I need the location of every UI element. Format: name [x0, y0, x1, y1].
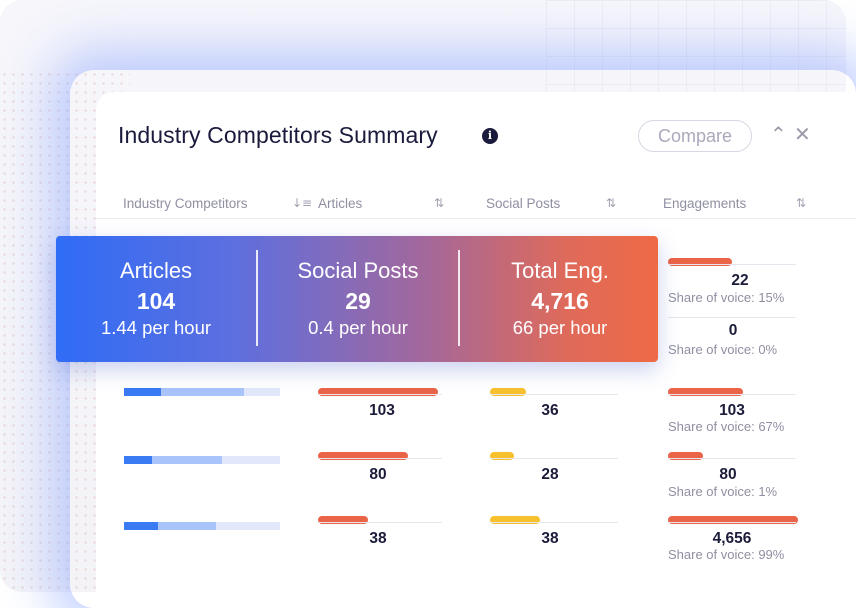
articles-value: 38: [369, 530, 387, 547]
bar-baseline: [668, 394, 796, 395]
social-posts-bar: [490, 516, 540, 524]
share-of-voice: Share of voice: 0%: [668, 342, 778, 357]
summary-divider: [458, 250, 460, 346]
engagements-bar: [668, 388, 743, 396]
competitor-bar-fill-dark: [124, 522, 158, 530]
summary-social-posts-label: Social Posts: [297, 258, 419, 283]
share-of-voice: Share of voice: 15%: [668, 290, 785, 305]
info-icon[interactable]: i: [482, 128, 498, 144]
articles-bar: [318, 452, 408, 460]
summary-banner: Articles 104 1.44 per hour Social Posts …: [56, 236, 658, 362]
bar-baseline: [668, 458, 796, 459]
bar-baseline: [490, 522, 618, 523]
articles-value: 103: [369, 402, 395, 419]
summary-social-posts-rate: 0.4 per hour: [308, 317, 408, 338]
competitor-bar: [124, 522, 280, 530]
summary-social-posts: Social Posts 29 0.4 per hour: [258, 236, 458, 362]
articles-value: 80: [369, 466, 387, 483]
summary-articles-label: Articles: [119, 258, 193, 283]
compare-button[interactable]: Compare: [638, 120, 752, 152]
summary-articles-rate: 1.44 per hour: [100, 317, 212, 338]
competitor-bar-fill-dark: [124, 388, 161, 396]
column-header-articles[interactable]: Articles: [318, 196, 363, 211]
bar-baseline: [318, 522, 442, 523]
sort-icon[interactable]: ⇅: [606, 196, 617, 210]
close-icon[interactable]: ✕: [794, 122, 811, 146]
competitor-bar-fill-light: [124, 456, 222, 464]
sort-icon[interactable]: ⇅: [434, 196, 445, 210]
bar-baseline: [490, 394, 618, 395]
articles-bar: [318, 516, 368, 524]
sort-icon[interactable]: ⇅: [796, 196, 807, 210]
social-posts-value: 28: [541, 466, 559, 483]
summary-articles-value: 104: [136, 288, 176, 314]
competitor-bar-fill-light: [124, 522, 216, 530]
column-header-social-posts[interactable]: Social Posts: [486, 196, 561, 211]
summary-total-eng-label: Total Eng.: [511, 258, 609, 283]
summary-total-eng: Total Eng. 4,716 66 per hour: [460, 236, 660, 362]
engagements-value: 4,656: [712, 530, 752, 547]
engagements-value: 22: [731, 272, 749, 289]
engagements-value: 103: [719, 402, 745, 419]
header-divider: [96, 218, 856, 219]
social-posts-value: 38: [541, 530, 559, 547]
competitor-bar: [124, 388, 280, 396]
competitor-bar-fill-dark: [124, 456, 152, 464]
row-divider: [668, 317, 796, 318]
share-of-voice: Share of voice: 99%: [668, 547, 785, 562]
competitors-summary-card: Industry Competitors Summary i Compare ⌃…: [96, 92, 856, 608]
bar-baseline: [668, 522, 796, 523]
social-posts-value: 36: [541, 402, 559, 419]
summary-social-posts-value: 29: [345, 288, 371, 314]
summary-total-eng-rate: 66 per hour: [512, 317, 608, 338]
competitor-bar-fill-light: [124, 388, 244, 396]
summary-articles: Articles 104 1.44 per hour: [56, 236, 256, 362]
card-title: Industry Competitors Summary: [118, 122, 438, 148]
bar-baseline: [490, 458, 618, 459]
engagements-value: 0: [728, 322, 738, 339]
column-header-competitors[interactable]: Industry Competitors: [123, 196, 248, 211]
engagements-bar: [668, 452, 703, 460]
social-posts-bar: [490, 388, 526, 396]
bar-baseline: [318, 458, 442, 459]
sort-descending-icon[interactable]: ↓≡: [292, 196, 313, 210]
share-of-voice: Share of voice: 67%: [668, 419, 785, 434]
engagements-bar: [668, 258, 732, 266]
bar-baseline: [318, 394, 442, 395]
articles-bar: [318, 388, 438, 396]
column-header-engagements[interactable]: Engagements: [663, 196, 747, 211]
summary-divider: [256, 250, 258, 346]
chevron-up-icon[interactable]: ⌃: [770, 122, 787, 146]
social-posts-bar: [490, 452, 514, 460]
bar-baseline: [668, 264, 796, 265]
share-of-voice: Share of voice: 1%: [668, 484, 778, 499]
summary-total-eng-value: 4,716: [531, 288, 589, 314]
engagements-value: 80: [719, 466, 737, 483]
engagements-bar: [668, 516, 798, 524]
competitor-bar: [124, 456, 280, 464]
